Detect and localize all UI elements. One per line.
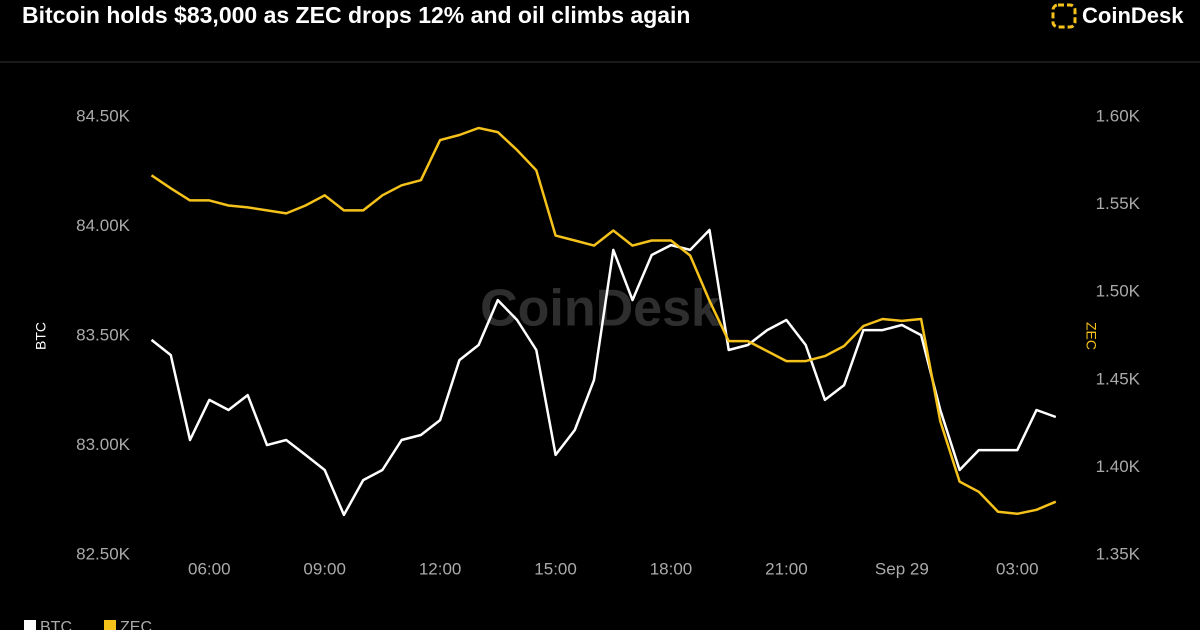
x-tick-label: Sep 29 xyxy=(875,559,929,578)
x-tick-label: 09:00 xyxy=(303,559,346,578)
y-tick-label: 82.50K xyxy=(76,544,131,563)
chart-title: Bitcoin holds $83,000 as ZEC drops 12% a… xyxy=(22,2,690,28)
y-tick-label: 84.00K xyxy=(76,216,131,235)
series-line xyxy=(150,126,1057,516)
brand-name: CoinDesk xyxy=(1082,3,1184,28)
y2-tick-label: 1.45K xyxy=(1096,369,1141,388)
x-tick-label: 21:00 xyxy=(765,559,808,578)
brand-logo: CoinDesk xyxy=(1051,3,1184,29)
y2-tick-label: 1.35K xyxy=(1096,544,1141,563)
legend-item: BTC xyxy=(24,619,72,630)
x-tick-label: 12:00 xyxy=(419,559,462,578)
legend-item: ZEC xyxy=(104,619,152,630)
y2-tick-label: 1.60K xyxy=(1096,106,1141,125)
series-line xyxy=(150,228,1057,517)
y2-tick-label: 1.55K xyxy=(1096,194,1141,213)
y2-axis-label: ZEC xyxy=(1083,322,1099,350)
y2-tick-label: 1.40K xyxy=(1096,457,1141,476)
y-tick-label: 83.00K xyxy=(76,435,131,454)
legend-label: ZEC xyxy=(120,619,152,630)
legend-label: BTC xyxy=(40,619,72,630)
x-tick-label: 03:00 xyxy=(996,559,1039,578)
y2-tick-label: 1.50K xyxy=(1096,282,1141,301)
x-tick-label: 06:00 xyxy=(188,559,231,578)
x-tick-label: 15:00 xyxy=(534,559,577,578)
watermark: CoinDesk xyxy=(480,280,720,338)
y-axis-label: BTC xyxy=(33,322,49,350)
x-tick-label: 18:00 xyxy=(650,559,693,578)
legend-swatch xyxy=(104,620,116,630)
legend-swatch xyxy=(24,620,36,630)
logo-icon xyxy=(1051,3,1077,29)
y-tick-label: 83.50K xyxy=(76,325,131,344)
y-tick-label: 84.50K xyxy=(76,106,131,125)
